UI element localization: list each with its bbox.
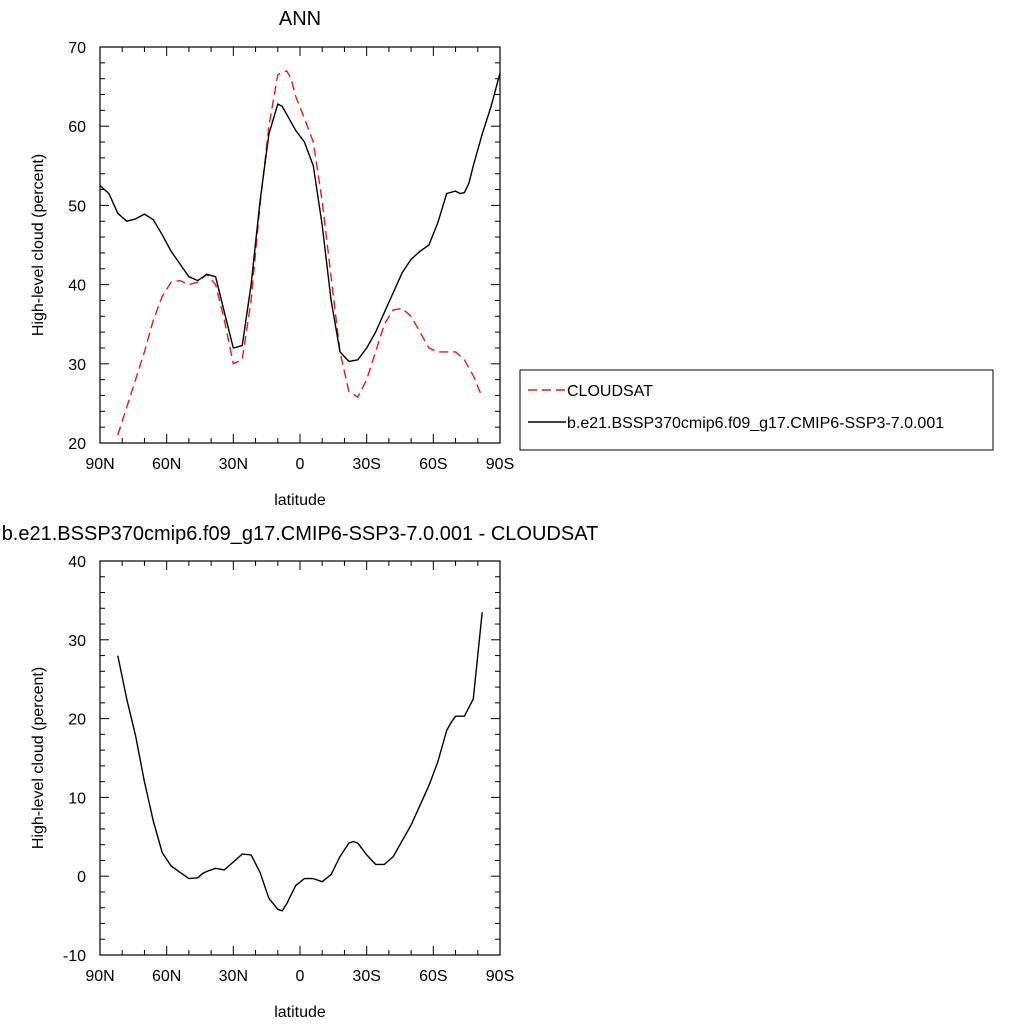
y-tick-label: 30	[68, 633, 86, 650]
x-tick-label: 30S	[352, 456, 380, 473]
y-tick-label: 30	[68, 357, 86, 374]
x-tick-label: 90S	[486, 968, 514, 985]
x-tick-label: 30N	[219, 968, 248, 985]
x-tick-label: 60N	[152, 456, 181, 473]
y-tick-label: 10	[68, 790, 86, 807]
x-tick-label: 0	[296, 456, 305, 473]
x-tick-label: 90N	[85, 968, 114, 985]
legend-entry-1: b.e21.BSSP370cmip6.f09_g17.CMIP6-SSP3-7.…	[567, 415, 944, 432]
y-tick-label: -10	[63, 948, 86, 965]
series-line-1	[99, 72, 501, 363]
plot-frame	[99, 560, 501, 956]
y-tick-label: 0	[77, 869, 86, 886]
y-tick-label: 20	[68, 436, 86, 453]
y-tick-label: 40	[68, 554, 86, 571]
x-tick-label: 60N	[152, 968, 181, 985]
chart-title: ANN	[279, 8, 321, 30]
x-tick-label: 90N	[85, 456, 114, 473]
y-tick-label: 50	[68, 198, 86, 215]
legend-entry-0: CLOUDSAT	[567, 383, 653, 400]
series-line-0	[117, 70, 483, 436]
y-tick-label: 60	[68, 119, 86, 136]
plot-frame	[99, 46, 501, 444]
y-axis-label: High-level cloud (percent)	[30, 154, 47, 336]
y-axis-label: High-level cloud (percent)	[30, 667, 47, 849]
series-line-0	[117, 612, 483, 912]
x-axis-label: latitude	[274, 492, 326, 509]
x-tick-label: 60S	[419, 968, 447, 985]
x-tick-label: 90S	[486, 456, 514, 473]
x-tick-label: 0	[296, 968, 305, 985]
y-tick-label: 20	[68, 712, 86, 729]
y-tick-label: 40	[68, 278, 86, 295]
chart-panel-annual: ANN 90N 60N 30N 0 30S 60S 90S 20 30 40 50 60 70 latitu…	[30, 8, 994, 509]
legend-box	[519, 369, 994, 451]
y-tick-label: 70	[68, 40, 86, 57]
x-tick-label: 30S	[352, 968, 380, 985]
chart-title: b.e21.BSSP370cmip6.f09_g17.CMIP6-SSP3-7.…	[2, 523, 599, 545]
x-axis-label: latitude	[274, 1004, 326, 1021]
chart-panel-difference: b.e21.BSSP370cmip6.f09_g17.CMIP6-SSP3-7.…	[2, 523, 599, 1021]
x-tick-label: 30N	[219, 456, 248, 473]
x-tick-label: 60S	[419, 456, 447, 473]
